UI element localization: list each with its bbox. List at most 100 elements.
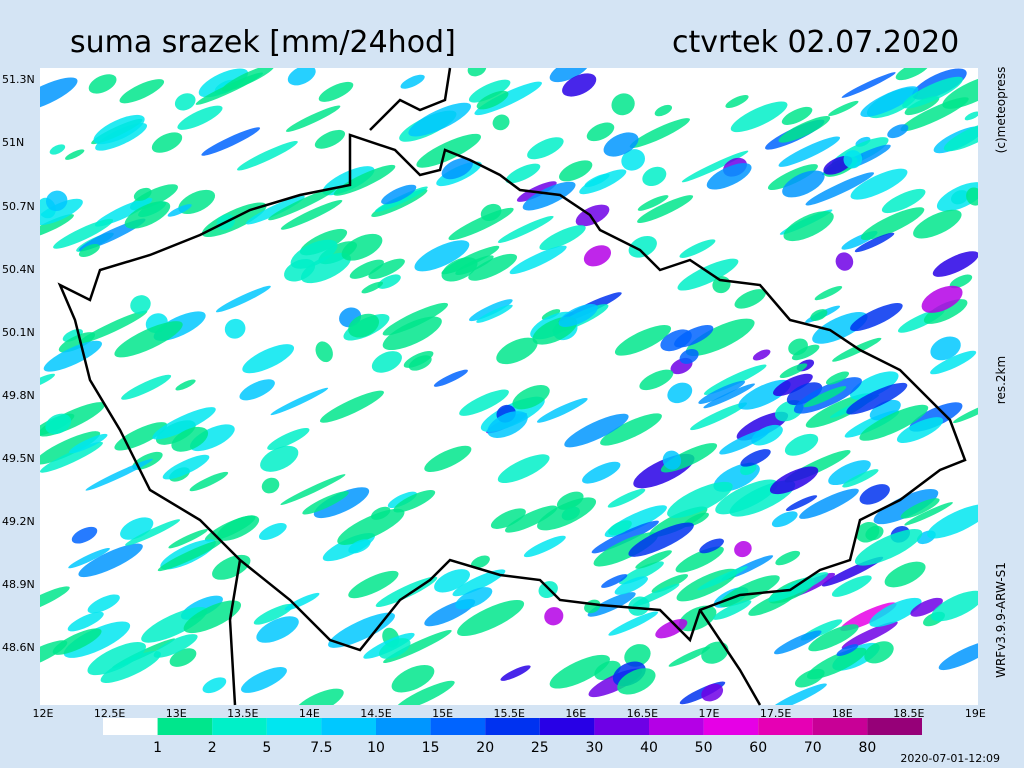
legend-swatch xyxy=(812,718,868,735)
rain-patch xyxy=(40,431,101,465)
rain-patch xyxy=(836,644,859,657)
rain-patch xyxy=(153,634,198,658)
rain-patch xyxy=(778,136,841,167)
rain-patch xyxy=(93,114,145,145)
rain-patch xyxy=(619,561,664,585)
rain-patch xyxy=(752,349,771,361)
rain-patch xyxy=(151,132,183,153)
rain-patch xyxy=(782,170,825,198)
rain-patch xyxy=(690,402,747,431)
rain-patch xyxy=(808,624,859,652)
rain-patch xyxy=(40,214,74,239)
lon-label: 14E xyxy=(299,707,320,720)
rain-patch xyxy=(68,547,110,569)
legend-swatch xyxy=(485,718,540,735)
legend-label: 80 xyxy=(858,740,876,756)
rain-patch xyxy=(88,74,117,94)
rain-patch xyxy=(382,302,449,336)
rain-patch xyxy=(932,251,978,277)
rain-patch xyxy=(459,389,509,416)
legend-label: 60 xyxy=(749,740,767,756)
rain-patch xyxy=(579,169,627,195)
rain-patch xyxy=(904,502,953,526)
lon-label: 19E xyxy=(965,707,986,720)
rain-patch xyxy=(591,520,659,554)
rain-patch xyxy=(78,243,100,258)
rain-patch xyxy=(938,640,978,671)
rain-patch xyxy=(476,304,513,323)
rain-patch xyxy=(452,569,506,597)
rain-patch xyxy=(600,413,662,446)
rain-patch xyxy=(387,491,417,509)
rain-patch xyxy=(854,232,895,253)
rain-patch xyxy=(667,481,733,519)
rain-patch xyxy=(586,122,615,142)
lat-label: 49.2N xyxy=(2,515,35,528)
rain-patch xyxy=(869,399,901,421)
rain-patch xyxy=(582,461,621,484)
rain-patch xyxy=(441,157,473,180)
rain-patch xyxy=(900,498,940,519)
rain-patch xyxy=(87,594,120,614)
rain-patch xyxy=(583,245,612,267)
rain-patch xyxy=(348,313,380,338)
rain-patch xyxy=(348,539,371,554)
rain-patch xyxy=(261,477,280,494)
rain-patch xyxy=(40,77,78,112)
rain-patch xyxy=(910,597,943,617)
rain-patch xyxy=(40,198,83,226)
rain-patch xyxy=(725,94,749,109)
rain-patch xyxy=(617,668,656,695)
rain-patch xyxy=(575,204,610,227)
rain-patch xyxy=(284,592,320,611)
lon-label: 12E xyxy=(33,707,54,720)
rain-patch xyxy=(859,484,890,505)
rain-patch xyxy=(43,340,102,372)
rain-patch xyxy=(40,441,103,473)
rain-patch xyxy=(943,121,978,152)
rain-patch xyxy=(490,508,526,529)
rain-patch xyxy=(505,163,541,184)
rain-patch xyxy=(457,599,525,637)
rain-patch xyxy=(71,526,98,544)
rain-patch xyxy=(779,363,808,379)
rain-patch xyxy=(850,371,899,400)
lat-label: 49.8N xyxy=(2,389,35,402)
lon-label: 12.5E xyxy=(94,707,125,720)
rain-patch xyxy=(587,592,636,617)
rain-patch xyxy=(536,397,588,423)
rain-patch xyxy=(881,188,926,214)
precipitation-field xyxy=(40,68,978,705)
rain-patch xyxy=(174,93,196,111)
rain-patch xyxy=(260,445,299,472)
legend: 1 2 5 7.5 10 15 20 25 30 40 50 60 70 80 xyxy=(103,718,922,756)
rain-patch xyxy=(788,338,808,356)
rain-patch xyxy=(177,105,223,130)
rain-patch xyxy=(121,374,172,400)
rain-patch xyxy=(740,449,771,467)
rain-patch xyxy=(736,411,789,441)
rain-patch xyxy=(660,329,692,352)
lat-label: 48.6N xyxy=(2,641,35,654)
rain-patch xyxy=(119,79,165,104)
rain-patch xyxy=(69,433,108,454)
rain-patch xyxy=(368,258,405,280)
rain-patch xyxy=(455,587,493,610)
legend-label: 5 xyxy=(262,740,271,756)
lon-label: 18.5E xyxy=(893,707,924,720)
rain-patch xyxy=(239,379,275,401)
rain-patch xyxy=(168,529,208,549)
rain-patch xyxy=(637,195,694,224)
rain-patch xyxy=(63,621,131,658)
lon-label: 16E xyxy=(565,707,586,720)
rain-patch xyxy=(703,383,756,409)
rain-patch xyxy=(953,402,978,424)
rain-patch xyxy=(476,90,509,110)
rain-patch xyxy=(810,309,828,321)
rain-patch xyxy=(215,285,271,313)
rain-patch xyxy=(835,252,854,271)
rain-patch xyxy=(183,600,242,634)
legend-swatch xyxy=(867,718,922,735)
rain-patch xyxy=(949,274,973,289)
lon-label: 16.5E xyxy=(627,707,658,720)
